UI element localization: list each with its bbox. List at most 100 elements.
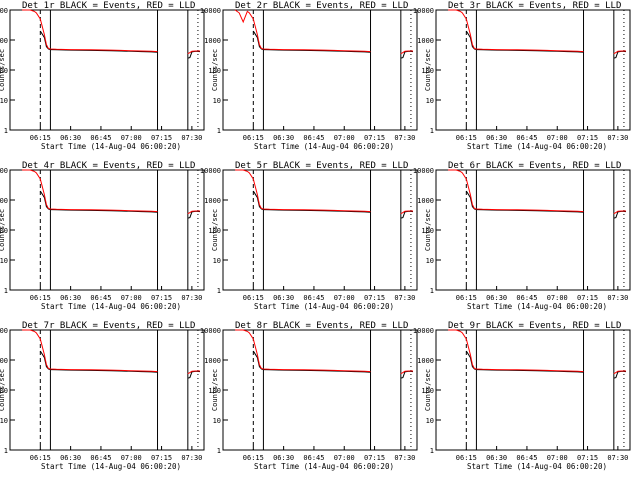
x-tick-label: 07:15 <box>364 454 385 462</box>
x-tick-label: 06:15 <box>30 134 51 142</box>
y-tick-label: 1 <box>430 287 434 295</box>
x-tick-label: 07:30 <box>394 294 415 302</box>
y-tick-label: 10000 <box>200 7 221 15</box>
x-axis-label: Start Time (14-Aug-04 06:00:20) <box>254 462 394 471</box>
y-tick-label: 10 <box>0 417 8 425</box>
events-series-line <box>39 190 158 213</box>
x-tick-label: 06:30 <box>273 294 294 302</box>
x-tick-label: 07:15 <box>151 454 172 462</box>
y-tick-label: 10000 <box>200 167 221 175</box>
x-tick-label: 06:30 <box>273 134 294 142</box>
lld-series-line <box>187 210 200 215</box>
plot-frame <box>435 9 631 131</box>
y-tick-label: 1000 <box>0 37 8 45</box>
x-tick-label: 07:30 <box>394 134 415 142</box>
plot-frame <box>435 169 631 291</box>
x-tick-label: 07:30 <box>607 134 628 142</box>
x-tick-label: 07:30 <box>181 454 202 462</box>
y-tick-label: 100 <box>421 227 434 235</box>
lld-series-line <box>22 329 158 373</box>
events-series-line <box>252 190 371 213</box>
y-tick-label: 1000 <box>417 37 434 45</box>
lld-series-line <box>400 370 413 375</box>
y-tick-label: 100 <box>0 387 8 395</box>
lld-series-line <box>235 329 371 373</box>
x-tick-label: 06:15 <box>456 454 477 462</box>
y-tick-label: 1000 <box>417 197 434 205</box>
y-axis-label: Counts/sec <box>211 369 219 411</box>
x-tick-label: 07:00 <box>547 134 568 142</box>
x-tick-label: 06:45 <box>303 454 324 462</box>
x-tick-label: 06:15 <box>30 454 51 462</box>
y-axis-label: Counts/sec <box>424 209 432 251</box>
x-tick-label: 06:30 <box>60 134 81 142</box>
y-tick-label: 100 <box>0 67 8 75</box>
x-tick-label: 07:30 <box>394 454 415 462</box>
x-tick-label: 07:30 <box>607 454 628 462</box>
y-tick-label: 100 <box>0 227 8 235</box>
plot-frame <box>9 329 205 451</box>
y-tick-label: 1 <box>217 287 221 295</box>
lld-series-line <box>613 50 626 55</box>
lld-series-line <box>235 169 371 213</box>
plot-frame <box>222 329 418 451</box>
x-tick-label: 06:45 <box>90 454 111 462</box>
plot-frame <box>435 329 631 451</box>
x-tick-label: 06:15 <box>456 134 477 142</box>
x-tick-label: 07:00 <box>121 134 142 142</box>
y-axis-label: Counts/sec <box>424 49 432 91</box>
plot-frame <box>9 9 205 131</box>
x-axis-label: Start Time (14-Aug-04 06:00:20) <box>467 142 607 151</box>
detector-panel: Det 2r BLACK = Events, RED = LLD Counts/s… <box>200 1 418 151</box>
plot-frame <box>222 9 418 131</box>
y-tick-label: 100 <box>208 387 221 395</box>
x-tick-label: 06:15 <box>243 134 264 142</box>
lld-series-line <box>613 210 626 215</box>
y-tick-label: 10000 <box>0 167 8 175</box>
y-tick-label: 100 <box>421 387 434 395</box>
panel-title: Det 2r BLACK = Events, RED = LLD <box>235 1 408 11</box>
panel-title: Det 4r BLACK = Events, RED = LLD <box>22 161 195 171</box>
x-tick-label: 07:30 <box>607 294 628 302</box>
x-tick-label: 06:30 <box>486 134 507 142</box>
x-tick-label: 07:00 <box>334 294 355 302</box>
x-axis-label: Start Time (14-Aug-04 06:00:20) <box>254 142 394 151</box>
y-tick-label: 10000 <box>0 7 8 15</box>
y-tick-label: 1000 <box>417 357 434 365</box>
x-tick-label: 06:30 <box>60 454 81 462</box>
plot-frame <box>9 169 205 291</box>
y-tick-label: 10 <box>426 97 434 105</box>
y-tick-label: 1 <box>430 127 434 135</box>
x-axis-label: Start Time (14-Aug-04 06:00:20) <box>467 302 607 311</box>
y-tick-label: 1 <box>4 287 8 295</box>
x-tick-label: 06:15 <box>456 294 477 302</box>
x-tick-label: 06:45 <box>516 294 537 302</box>
panel-title: Det 9r BLACK = Events, RED = LLD <box>448 321 621 331</box>
events-series-line <box>465 30 584 53</box>
detector-panel: Det 5r BLACK = Events, RED = LLD Counts/s… <box>200 161 418 311</box>
lld-series-line <box>22 9 158 53</box>
lld-series-line <box>613 370 626 375</box>
x-tick-label: 06:30 <box>273 454 294 462</box>
x-tick-label: 07:15 <box>364 294 385 302</box>
y-tick-label: 1000 <box>204 37 221 45</box>
panel-title: Det 5r BLACK = Events, RED = LLD <box>235 161 408 171</box>
y-tick-label: 10000 <box>413 327 434 335</box>
lld-series-line <box>448 169 584 213</box>
x-tick-label: 06:45 <box>516 134 537 142</box>
panel-title: Det 7r BLACK = Events, RED = LLD <box>22 321 195 331</box>
y-tick-label: 100 <box>421 67 434 75</box>
x-axis-label: Start Time (14-Aug-04 06:00:20) <box>41 462 181 471</box>
x-tick-label: 07:15 <box>577 134 598 142</box>
y-tick-label: 1000 <box>204 357 221 365</box>
y-tick-label: 10 <box>426 417 434 425</box>
x-tick-label: 07:00 <box>121 454 142 462</box>
y-axis-label: Counts/sec <box>424 369 432 411</box>
x-axis-label: Start Time (14-Aug-04 06:00:20) <box>254 302 394 311</box>
panel-title: Det 1r BLACK = Events, RED = LLD <box>22 1 195 11</box>
x-tick-label: 06:15 <box>30 294 51 302</box>
y-axis-label: Counts/sec <box>0 49 6 91</box>
y-tick-label: 1 <box>430 447 434 455</box>
events-series-line <box>465 350 584 373</box>
